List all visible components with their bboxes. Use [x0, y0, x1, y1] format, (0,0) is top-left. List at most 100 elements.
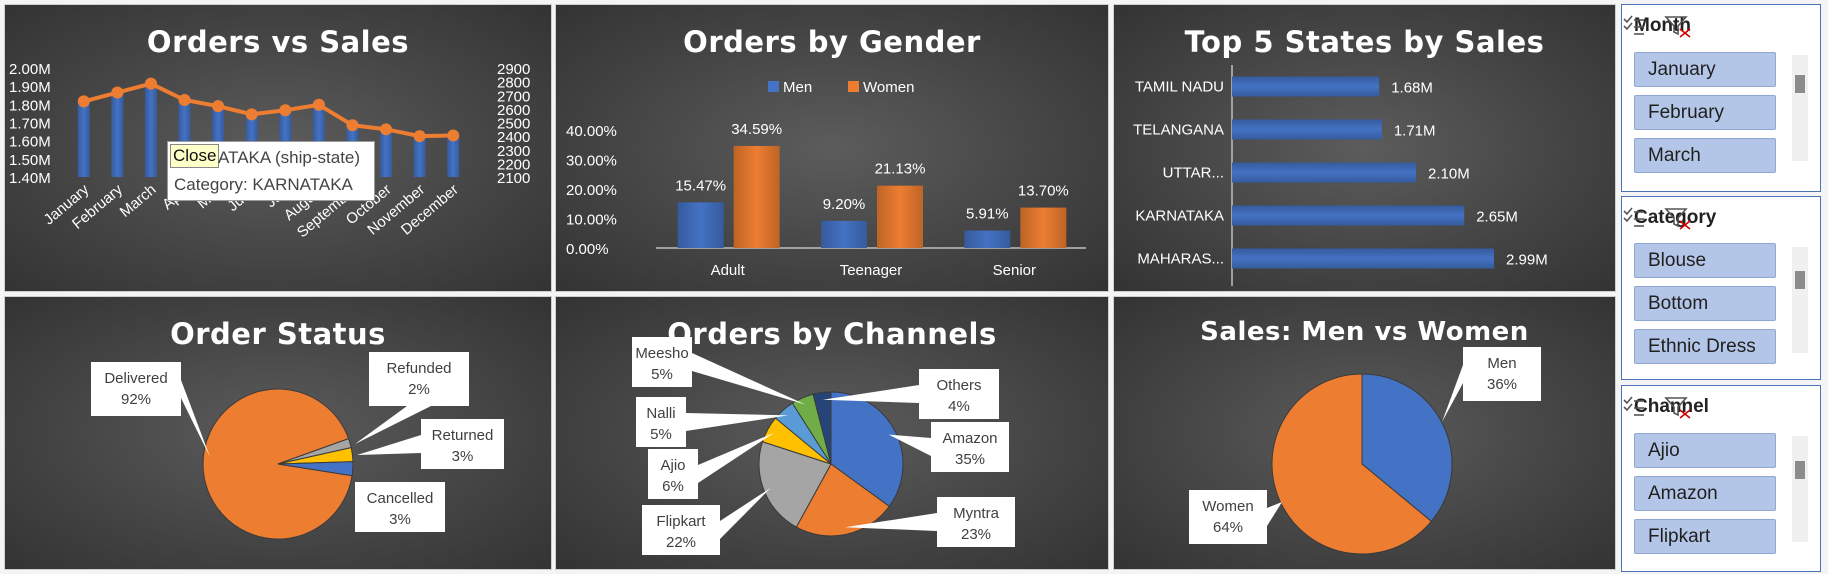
- y-tick-label: 1.90M: [9, 79, 51, 96]
- y-tick-label: 1.70M: [9, 116, 51, 133]
- slice-value: 3%: [389, 511, 411, 528]
- slicer-title: Category: [1634, 207, 1717, 228]
- y-tick-label: MAHARAS...: [1137, 251, 1224, 268]
- orders-bar: [144, 80, 157, 177]
- slicer-item[interactable]: Ethnic Dress: [1634, 329, 1776, 364]
- category-slicer[interactable]: Category Blouse Bottom Ethnic Dress: [1621, 196, 1821, 380]
- callout-box: [355, 482, 445, 532]
- slicer-item[interactable]: Blouse: [1634, 243, 1776, 278]
- sales-point: [279, 104, 292, 117]
- sales-point: [77, 95, 90, 108]
- slicer-scrollbar[interactable]: [1792, 55, 1808, 161]
- y2-tick-label: 2700: [497, 88, 530, 105]
- month-slicer[interactable]: Month January February March: [1621, 4, 1821, 192]
- slicer-item[interactable]: Flipkart: [1634, 519, 1776, 554]
- women-bar: [733, 145, 780, 248]
- chart-title: Order Status: [170, 317, 386, 351]
- slice-label: Nalli: [646, 405, 675, 422]
- scroll-thumb[interactable]: [1795, 271, 1805, 289]
- callout-pointer: [1442, 365, 1463, 422]
- sales-point: [380, 123, 393, 136]
- multi-select-icon[interactable]: [1623, 396, 1644, 416]
- x-tick-label: Teenager: [840, 262, 903, 279]
- orders-by-channels-panel: Orders by Channels Amazon 35% Myntra 23% Fli…: [556, 297, 1108, 569]
- order-status-panel: Order Status Delivered 92% Refunded 2% Retur…: [5, 297, 551, 569]
- clear-filter-icon[interactable]: [1664, 397, 1691, 419]
- x-tick-label: Adult: [711, 262, 746, 279]
- slice-value: 3%: [452, 448, 474, 465]
- slicer-item[interactable]: Bottom: [1634, 286, 1776, 321]
- callout-box: [648, 449, 698, 499]
- y-tick-label: 1.50M: [9, 152, 51, 169]
- chart-title: Top 5 States by Sales: [1184, 25, 1545, 59]
- slice-cancelled: [277, 461, 354, 477]
- slicer-item[interactable]: Amazon: [1634, 476, 1776, 511]
- multi-select-icon[interactable]: [1623, 207, 1644, 227]
- multi-select-icon[interactable]: [1623, 15, 1644, 35]
- women-bar: [1020, 207, 1067, 248]
- data-label: 34.59%: [731, 121, 782, 138]
- y2-tick-label: 2600: [497, 102, 530, 119]
- scroll-thumb[interactable]: [1795, 461, 1805, 479]
- slice-others: [812, 391, 832, 465]
- y-tick-label: 10.00%: [566, 212, 617, 229]
- legend-swatch: [848, 81, 859, 92]
- orders-by-gender-chart[interactable]: Men Women 40.00% 30.00% 20.00% 10.00% 0.00% 15.…: [556, 5, 1108, 291]
- callout-pointer: [355, 406, 431, 444]
- slicer-title: Channel: [1634, 396, 1709, 417]
- legend-label: Women: [863, 79, 914, 96]
- data-label: 13.70%: [1018, 183, 1069, 200]
- slice-label: Flipkart: [656, 513, 706, 530]
- slice-label: Amazon: [942, 430, 997, 447]
- sales-men-women-chart[interactable]: Men 36% Women 64%: [1114, 297, 1615, 569]
- data-label: 15.47%: [675, 177, 726, 194]
- orders-bar: [413, 137, 426, 177]
- data-label: 2.65M: [1476, 209, 1518, 226]
- y2-tick-label: 2100: [497, 170, 530, 187]
- sales-point: [245, 108, 258, 121]
- y-tick-label: 30.00%: [566, 153, 617, 170]
- clear-filter-icon[interactable]: [1664, 16, 1691, 38]
- callout-box: [421, 419, 504, 469]
- channel-slicer[interactable]: Channel Ajio Amazon Flipkart: [1621, 385, 1821, 572]
- tooltip-close-button[interactable]: Close: [170, 144, 220, 168]
- y-tick-label: TELANGANA: [1133, 122, 1224, 139]
- y2-tick-label: 2800: [497, 75, 530, 92]
- slicer-scrollbar[interactable]: [1792, 247, 1808, 353]
- slicer-item[interactable]: February: [1634, 95, 1776, 130]
- sales-point: [111, 86, 124, 99]
- slice-label: Cancelled: [367, 490, 434, 507]
- chart-title: Orders vs Sales: [146, 25, 410, 59]
- slicer-title: Month: [1634, 15, 1691, 36]
- orders-by-channels-chart[interactable]: Amazon 35% Myntra 23% Flipkart 22% Ajio 6% Nalli…: [556, 297, 1108, 569]
- orders-vs-sales-chart[interactable]: 2.00M1.90M1.80M1.70M1.60M1.50M1.40M29002…: [5, 5, 551, 291]
- order-status-chart[interactable]: Delivered 92% Refunded 2% Returned 3% Cancelle…: [5, 297, 551, 569]
- callout-box: [91, 362, 181, 416]
- slicer-item[interactable]: Ajio: [1634, 433, 1776, 468]
- slicer-item[interactable]: March: [1634, 138, 1776, 173]
- callout-box: [937, 497, 1015, 547]
- top-states-chart[interactable]: TAMIL NADU 1.68M TELANGANA 1.71M UTTAR... 2.1…: [1114, 5, 1615, 291]
- callout-pointer: [822, 385, 919, 403]
- slice-amazon: [830, 391, 904, 508]
- data-label: 1.68M: [1391, 80, 1433, 97]
- y2-tick-label: 2200: [497, 156, 530, 173]
- slice-label: Others: [936, 377, 981, 394]
- state-bar: [1232, 119, 1382, 140]
- state-bar: [1232, 205, 1465, 226]
- y-tick-label: TAMIL NADU: [1135, 79, 1224, 96]
- y-tick-label: 1.40M: [9, 170, 51, 187]
- sales-line: [83, 81, 454, 139]
- scroll-thumb[interactable]: [1795, 75, 1805, 93]
- chart-tooltip: Close ATAKA (ship-state) Category: KARNA…: [167, 141, 375, 201]
- sales-men-women-panel: Sales: Men vs Women Men 36% Women 64%: [1114, 297, 1615, 569]
- callout-pointer: [181, 380, 210, 457]
- slice-value: 6%: [662, 478, 684, 495]
- slice-label: Delivered: [104, 370, 167, 387]
- slicer-scrollbar[interactable]: [1792, 436, 1808, 542]
- clear-filter-icon[interactable]: [1664, 208, 1691, 230]
- slicer-item[interactable]: January: [1634, 52, 1776, 87]
- slice-value: 5%: [650, 426, 672, 443]
- callout-box: [931, 422, 1009, 472]
- slice-value: 92%: [121, 391, 151, 408]
